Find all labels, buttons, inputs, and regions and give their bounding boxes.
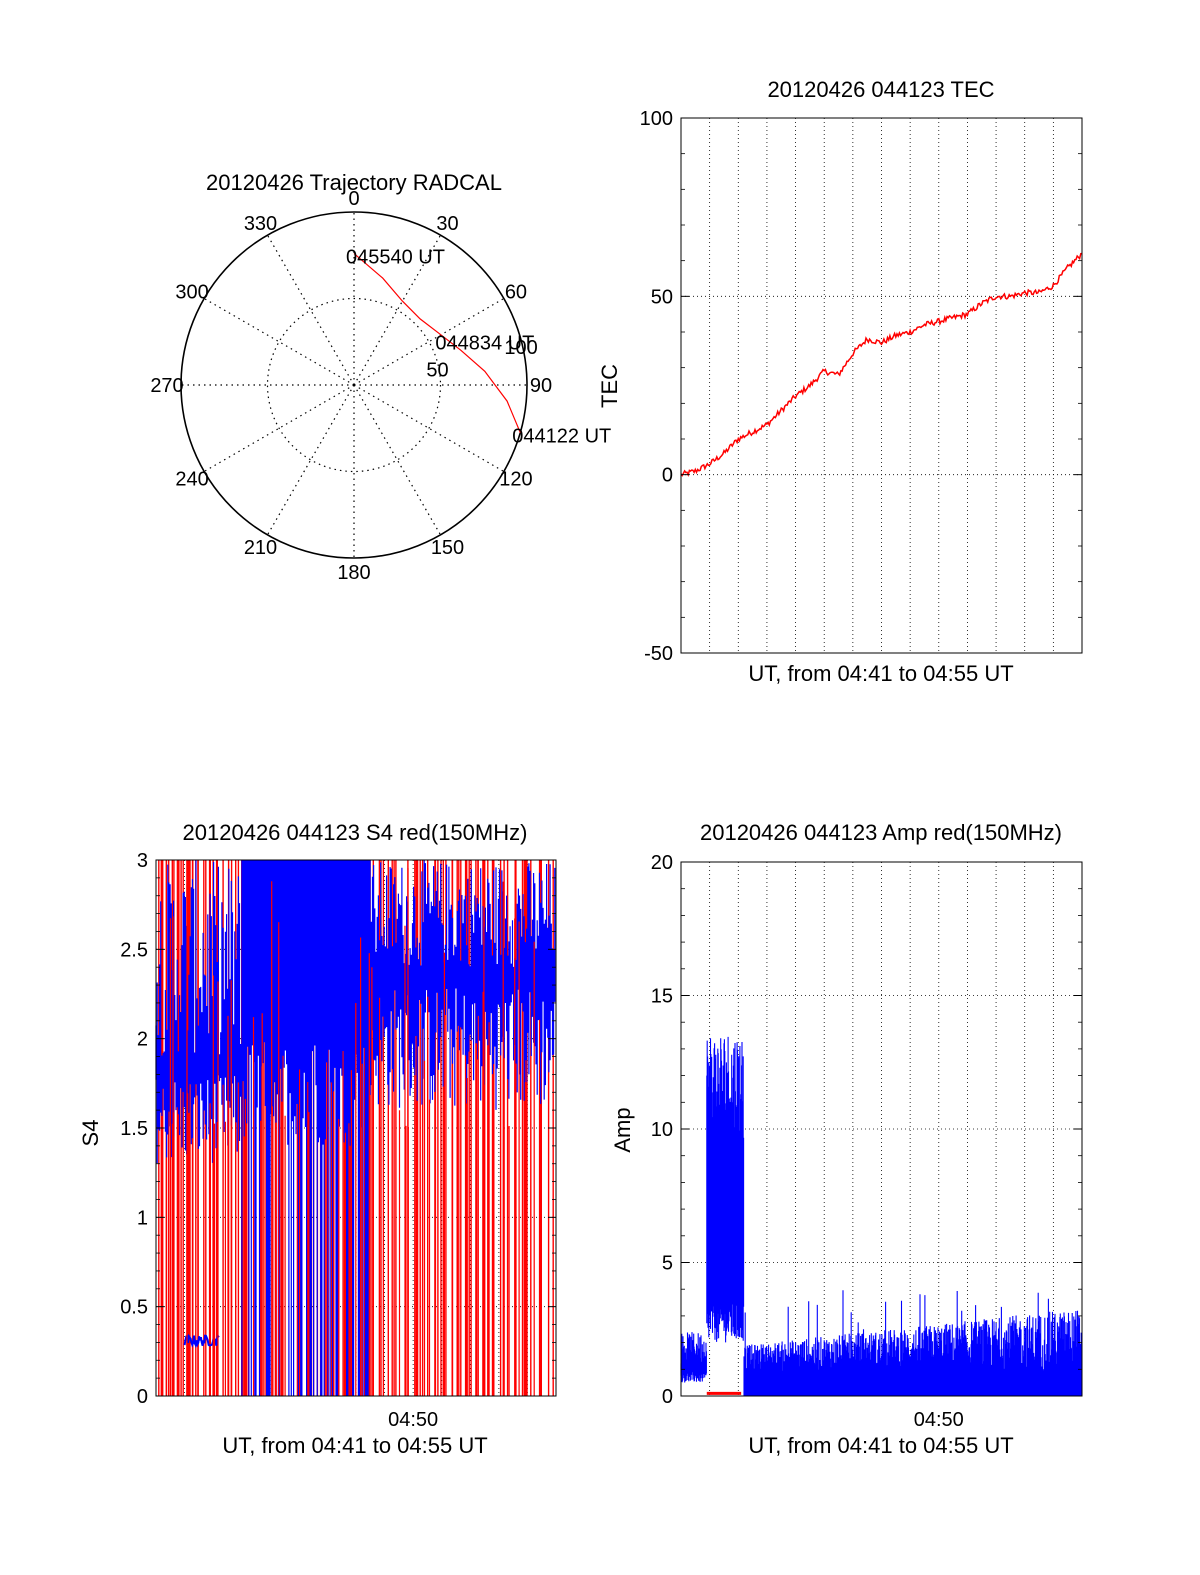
x-tick-label: 04:50 [388,1409,438,1431]
polar-azimuth-label: 240 [175,469,208,491]
polar-spoke [203,297,355,386]
amp-grid [681,862,1082,1396]
tec-panel: 20120426 044123 TEC -50 0 50 100 UT, from 0… [597,77,1083,686]
polar-azimuth-label: 0 [348,188,359,210]
polar-spoke [353,297,505,386]
s4-x-ticks: 04:50 [388,1409,438,1431]
y-tick-label: 15 [651,986,673,1008]
y-tick-label: 50 [651,286,673,308]
amp-panel: 20120426 044123 Amp red(150MHz) 0 5 10 15 20… [610,820,1083,1458]
s4-y-ticks: 0 0.5 1 1.5 2 2.5 3 [120,850,556,1408]
y-tick-label: 0 [662,465,673,487]
y-tick-label: -50 [644,643,673,665]
y-tick-label: 1.5 [120,1118,148,1140]
x-tick-label: 04:50 [914,1409,964,1431]
polar-spoke [353,234,442,386]
y-tick-label: 3 [137,850,148,872]
polar-spoke [266,384,355,536]
y-tick-label: 20 [651,852,673,874]
polar-spoke [266,234,355,386]
polar-azimuth-label: 60 [505,282,527,304]
y-tick-label: 0 [137,1386,148,1408]
polar-azimuth-label: 300 [175,282,208,304]
polar-spoke [353,384,505,473]
y-tick-label: 5 [662,1253,673,1275]
polar-trajectory-panel: 20120426 Trajectory RADCAL 0 30 60 90 120 150… [150,170,611,584]
amp-y-ticks: 0 5 10 15 20 [651,852,1082,1408]
y-tick-label: 1 [137,1207,148,1229]
polar-azimuth-label: 210 [244,537,277,559]
y-tick-label: 10 [651,1119,673,1141]
tec-plot-frame [680,117,1083,654]
polar-title: 20120426 Trajectory RADCAL [206,170,502,195]
polar-spoke [203,384,355,473]
s4-red-overlay-series [169,868,535,1396]
y-tick-label: 2.5 [120,939,148,961]
amp-y-label: Amp [610,1107,635,1152]
y-tick-label: 100 [640,108,673,130]
y-tick-label: 0 [662,1386,673,1408]
polar-ring-50 [266,297,442,473]
polar-azimuth-label: 330 [244,213,277,235]
s4-y-label: S4 [78,1120,103,1147]
polar-outer-ring [180,211,528,559]
tec-grid [681,118,1082,653]
tec-y-ticks: -50 0 50 100 [640,108,1082,665]
trajectory-annotation: 044834 UT [435,332,534,354]
y-tick-label: 2 [137,1029,148,1051]
polar-spoke [353,384,442,536]
amp-series [680,1036,1083,1396]
tec-y-label: TEC [597,364,622,408]
polar-azimuth-label: 270 [150,375,183,397]
polar-azimuth-label: 180 [337,562,370,584]
polar-grid [180,211,528,559]
y-tick-label: 0.5 [120,1297,148,1319]
s4-title: 20120426 044123 S4 red(150MHz) [183,820,528,845]
polar-radial-label: 50 [426,360,448,382]
trajectory-line [353,253,521,433]
tec-x-label: UT, from 04:41 to 04:55 UT [748,661,1013,686]
s4-x-label: UT, from 04:41 to 04:55 UT [222,1433,487,1458]
s4-series [155,860,556,1396]
trajectory-annotation: 045540 UT [346,247,445,269]
tec-title: 20120426 044123 TEC [767,77,994,102]
amp-x-ticks: 04:50 [914,1409,964,1431]
tec-series-line [680,252,1083,477]
polar-radial-labels: 50 100 [426,337,537,381]
polar-azimuth-label: 120 [499,469,532,491]
polar-azimuth-labels: 0 30 60 90 120 150 180 210 240 270 300 330 [150,188,552,584]
amp-title: 20120426 044123 Amp red(150MHz) [700,820,1062,845]
trajectory-annotation: 044122 UT [512,426,611,448]
amp-x-label: UT, from 04:41 to 04:55 UT [748,1433,1013,1458]
trajectory-annotations: 045540 UT 044834 UT 044122 UT [346,247,611,448]
polar-radial-label: 100 [504,337,537,359]
polar-azimuth-label: 30 [436,213,458,235]
s4-panel: 20120426 044123 S4 red(150MHz) 0 0.5 1 1.5 2… [78,820,557,1458]
polar-azimuth-label: 150 [431,537,464,559]
polar-azimuth-label: 90 [530,375,552,397]
